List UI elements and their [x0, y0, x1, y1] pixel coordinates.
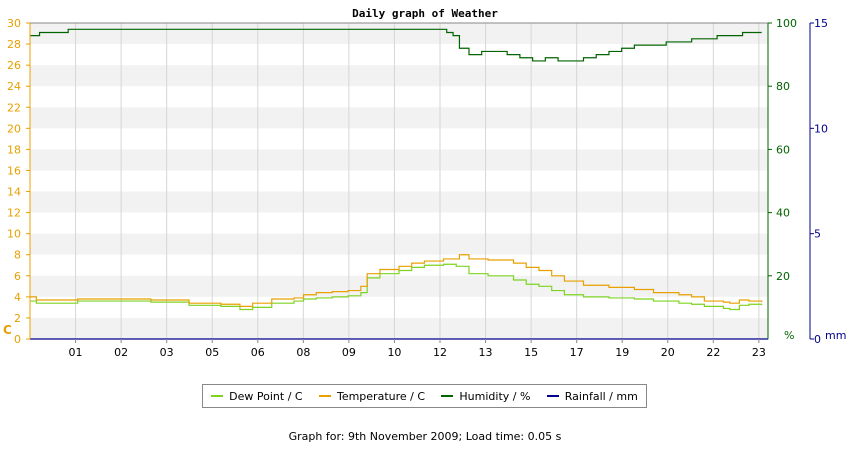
legend-swatch-rainfall: [546, 395, 559, 397]
left-tick-label: 0: [14, 333, 21, 346]
vertical-gridlines: [75, 23, 760, 339]
right-axis-1-tick-label: 20: [776, 270, 790, 283]
x-tick-label: 03: [160, 346, 174, 359]
chart-title: Daily graph of Weather: [352, 7, 498, 20]
grid-band: [30, 317, 768, 339]
left-tick-label: 12: [7, 207, 21, 220]
right-axis-1-tick-label: 40: [776, 207, 790, 220]
left-tick-label: 24: [7, 80, 21, 93]
right-axis-2-unit: mm: [825, 329, 846, 342]
grid-band: [30, 191, 768, 213]
x-tick-label: 01: [69, 346, 83, 359]
grid-band: [30, 107, 768, 129]
left-tick-label: 8: [14, 249, 21, 262]
x-axis-ticks: 01 02 03 05 06 08 09 10 12 13 15 17 19 20 22 23: [69, 339, 766, 359]
legend-swatch-temperature: [318, 395, 331, 397]
x-tick-label: 17: [570, 346, 584, 359]
legend-item-dew-point: Dew Point / C: [211, 389, 303, 403]
grid-band: [30, 149, 768, 171]
left-tick-label: 10: [7, 228, 21, 241]
right-axis-2-tick-label: 15: [814, 17, 828, 30]
grid-band: [30, 23, 768, 45]
x-tick-label: 23: [752, 346, 766, 359]
left-tick-label: 26: [7, 59, 21, 72]
x-tick-label: 15: [524, 346, 538, 359]
x-tick-label: 08: [296, 346, 310, 359]
left-tick-label: 30: [7, 17, 21, 30]
x-tick-label: 02: [114, 346, 128, 359]
left-tick-label: 14: [7, 186, 21, 199]
x-tick-label: 10: [387, 346, 401, 359]
series-line-1: [30, 254, 763, 307]
legend-label-rainfall: Rainfall / mm: [564, 389, 638, 403]
x-tick-label: 22: [706, 346, 720, 359]
legend-item-rainfall: Rainfall / mm: [546, 389, 638, 403]
legend-item-humidity: Humidity / %: [441, 390, 530, 403]
x-tick-label: 05: [205, 346, 219, 359]
x-tick-label: 12: [433, 346, 447, 359]
left-tick-label: 18: [7, 143, 21, 156]
legend-item-temperature: Temperature / C: [318, 389, 426, 403]
right-axis-1-tick-label: 80: [776, 80, 790, 93]
left-tick-label: 22: [7, 101, 21, 114]
right-axis-2-tick-label: 0: [814, 333, 821, 346]
grid-band: [30, 65, 768, 87]
legend-label-dew-point: Dew Point / C: [229, 389, 303, 403]
legend-label-humidity: Humidity / %: [459, 389, 531, 403]
legend-swatch-humidity: [441, 395, 454, 397]
right-axis-1-tick-label: 100: [776, 17, 797, 30]
x-tick-label: 13: [479, 346, 493, 359]
series-layer: [30, 28, 768, 340]
right-axis-1-unit: %: [784, 329, 794, 342]
left-axis-unit: C: [3, 323, 12, 337]
left-tick-label: 2: [14, 312, 21, 325]
right-axis-2-tick-label: 5: [814, 228, 821, 241]
x-tick-label: 06: [251, 346, 265, 359]
right-axis-2-tick-label: 10: [814, 122, 828, 135]
right-axis-1-ticks: 20 40 60 80 100: [768, 17, 797, 283]
legend-label-temperature: Temperature / C: [336, 389, 426, 403]
footer-text: Graph for: 9th November 2009; Load time:…: [288, 430, 562, 443]
series-line-2: [30, 28, 762, 62]
left-tick-label: 6: [14, 270, 21, 283]
left-tick-label: 28: [7, 38, 21, 51]
right-axis-2-ticks: 0 5 10 15: [810, 17, 828, 346]
x-tick-label: 20: [661, 346, 675, 359]
x-tick-label: 09: [342, 346, 356, 359]
legend: Dew Point / C Temperature / C Humidity /…: [202, 384, 647, 408]
right-axis-1-tick-label: 60: [776, 143, 790, 156]
grid-band: [30, 275, 768, 297]
weather-chart: Daily graph of Weather 02468101214161820…: [3, 7, 846, 359]
x-tick-label: 19: [615, 346, 629, 359]
grid-bands: [30, 23, 768, 339]
left-tick-label: 20: [7, 122, 21, 135]
legend-swatch-dew-point: [211, 395, 224, 397]
grid-band: [30, 233, 768, 255]
left-tick-label: 16: [7, 164, 21, 177]
series-line-0: [30, 263, 763, 311]
left-tick-label: 4: [14, 291, 21, 304]
